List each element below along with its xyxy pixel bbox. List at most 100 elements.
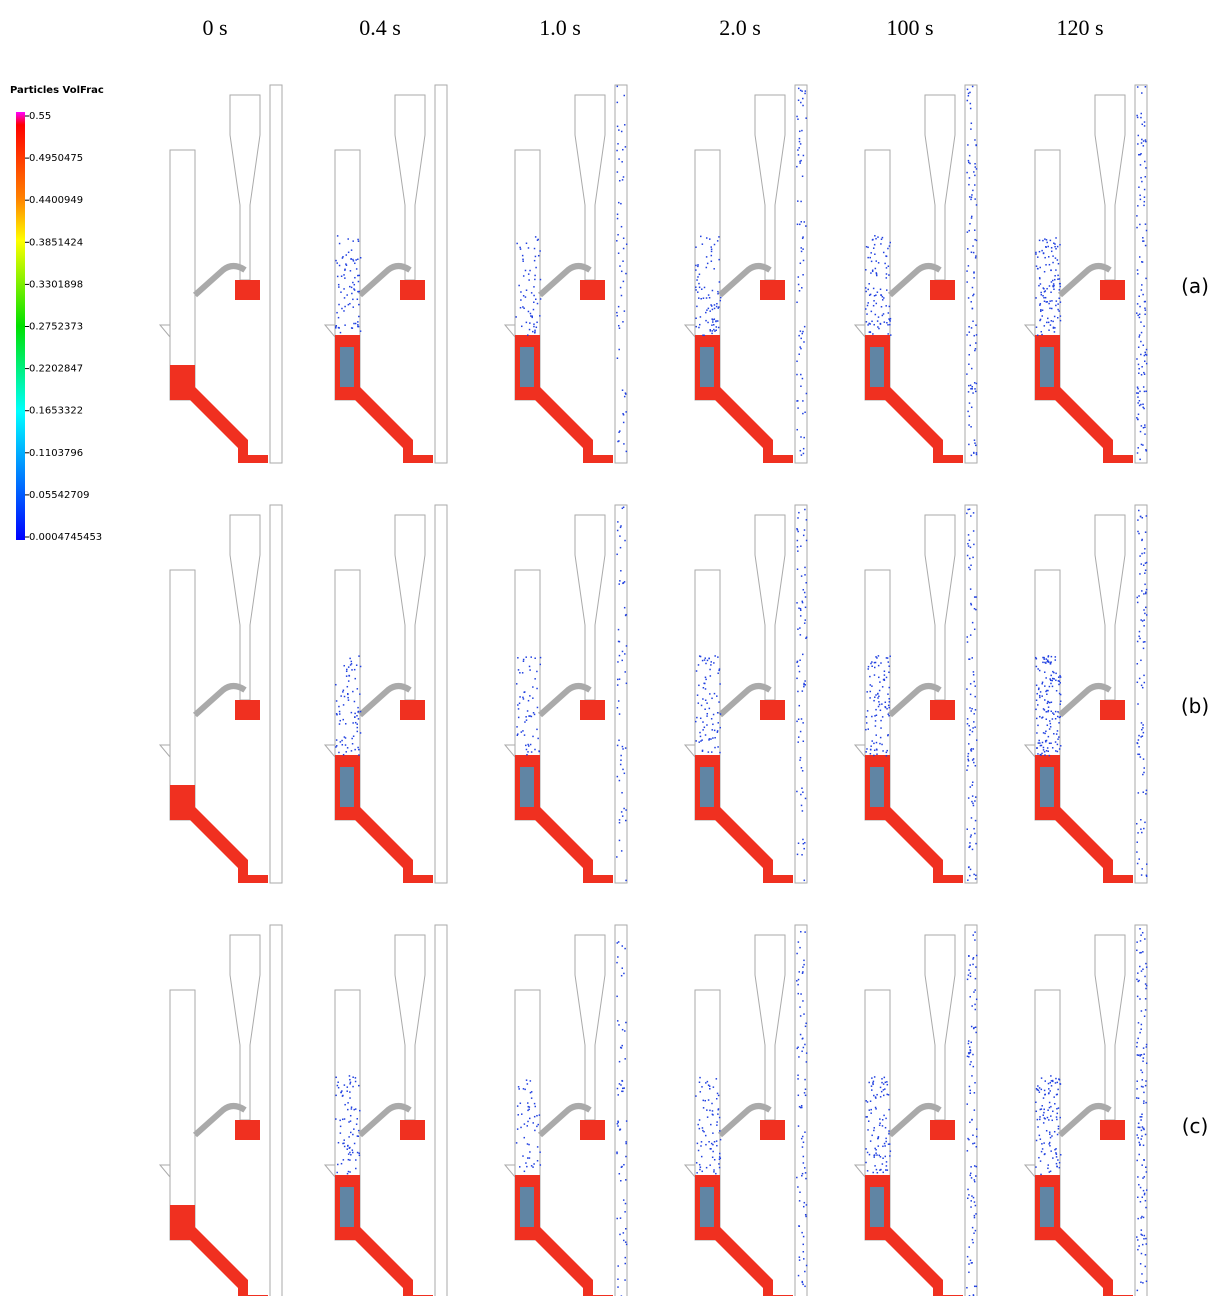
particle: [625, 1022, 627, 1024]
particle: [1046, 242, 1048, 244]
downcomer: [965, 925, 977, 1296]
particle: [1059, 675, 1061, 677]
particle: [1144, 976, 1146, 978]
particle: [1139, 400, 1141, 402]
particle: [351, 249, 353, 251]
particle: [798, 1275, 800, 1277]
particle: [1060, 1154, 1062, 1156]
particle: [536, 688, 538, 690]
particle: [1144, 1016, 1146, 1018]
return-leg: [1055, 805, 1133, 883]
particle: [1051, 247, 1053, 249]
particle: [1145, 793, 1147, 795]
particle: [970, 515, 972, 517]
particle: [888, 265, 890, 267]
particle: [706, 267, 708, 269]
particle: [1045, 731, 1047, 733]
particle: [621, 975, 623, 977]
particle: [618, 158, 620, 160]
particle: [1142, 1177, 1144, 1179]
snapshot: [685, 85, 807, 463]
particle: [1137, 602, 1139, 604]
particle: [800, 634, 802, 636]
particle: [1137, 1239, 1139, 1241]
particle: [798, 512, 800, 513]
particle: [804, 1271, 806, 1273]
particle: [1137, 205, 1139, 207]
particle: [971, 1262, 973, 1264]
particle: [624, 1030, 626, 1032]
particle: [805, 1026, 807, 1028]
particle: [974, 1092, 976, 1094]
particle: [1139, 405, 1141, 407]
particle: [972, 784, 974, 786]
particle: [522, 260, 524, 262]
particle: [967, 718, 969, 720]
particle: [801, 787, 803, 789]
particle: [344, 1084, 346, 1086]
particle: [865, 1148, 867, 1150]
particle: [537, 1146, 539, 1148]
particle: [797, 550, 799, 552]
particle: [974, 1082, 976, 1084]
particle: [971, 455, 973, 457]
riser: [170, 150, 195, 400]
particle: [347, 1173, 349, 1175]
particle: [796, 602, 798, 604]
particle: [967, 509, 969, 511]
particle: [531, 751, 533, 753]
particle: [526, 719, 528, 721]
particle: [349, 1075, 351, 1077]
particle: [352, 1152, 354, 1154]
particle: [971, 197, 973, 199]
particle: [625, 1203, 627, 1205]
particle: [360, 257, 362, 259]
particle: [718, 327, 720, 329]
particle: [1142, 620, 1144, 622]
particle: [1046, 661, 1048, 663]
particle: [346, 1090, 348, 1092]
particle: [885, 1141, 887, 1143]
particle: [1036, 693, 1038, 695]
particle: [968, 297, 970, 299]
particle: [1042, 682, 1044, 684]
particle: [972, 1242, 974, 1244]
particle: [1141, 540, 1143, 542]
particle: [1051, 1085, 1053, 1087]
particle: [797, 1186, 799, 1188]
particle: [621, 660, 623, 662]
particle: [1036, 1088, 1038, 1090]
particle: [540, 279, 542, 281]
particle: [974, 696, 976, 698]
particle: [974, 139, 976, 141]
particle: [1142, 735, 1144, 737]
particle: [1054, 1103, 1056, 1105]
particle: [711, 751, 713, 753]
particle: [534, 1116, 536, 1118]
particle: [695, 269, 697, 271]
particle: [1144, 613, 1146, 615]
particle: [1145, 983, 1147, 985]
particle: [800, 731, 802, 733]
particle: [887, 324, 889, 326]
particle: [1057, 259, 1059, 261]
particle: [525, 745, 527, 747]
downcomer: [615, 925, 627, 1296]
particle: [972, 1227, 974, 1229]
particle: [1044, 685, 1046, 687]
inlet: [325, 745, 335, 757]
particle: [1136, 597, 1138, 599]
particle: [1053, 327, 1055, 329]
particle: [805, 582, 807, 584]
particle: [705, 700, 707, 702]
particle: [1143, 1128, 1145, 1130]
particle: [626, 1120, 628, 1122]
particle: [526, 322, 528, 324]
particle: [353, 1109, 355, 1111]
particle: [888, 698, 890, 700]
particle: [802, 238, 804, 240]
particle: [1138, 1154, 1140, 1156]
particle: [712, 1110, 714, 1112]
particle: [718, 1095, 720, 1097]
particle: [973, 805, 975, 807]
